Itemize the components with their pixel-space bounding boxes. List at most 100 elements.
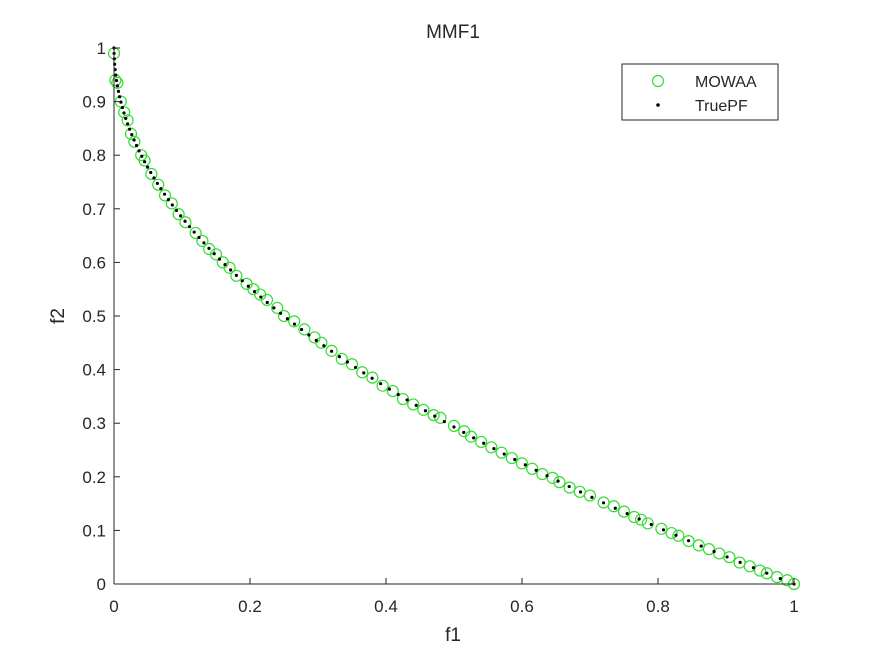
mowaa-point bbox=[628, 510, 641, 524]
truepf-point bbox=[124, 116, 128, 120]
legend-marker-truepf bbox=[656, 103, 660, 107]
mowaa-point bbox=[702, 543, 716, 556]
mowaa-point bbox=[325, 344, 338, 357]
truepf-point bbox=[337, 355, 342, 359]
x-ticks: 0 0.2 0.4 0.6 0.8 1 bbox=[109, 578, 799, 616]
mowaa-point bbox=[427, 409, 440, 422]
truepf-point bbox=[523, 463, 527, 467]
truepf-point bbox=[452, 425, 456, 429]
truepf-point bbox=[159, 187, 163, 191]
mowaa-point bbox=[583, 489, 597, 502]
mowaa-point bbox=[189, 226, 202, 240]
mowaa-point bbox=[356, 366, 369, 379]
truepf-point bbox=[387, 387, 391, 391]
truepf-point bbox=[116, 89, 121, 93]
truepf-point bbox=[130, 133, 134, 137]
truepf-point bbox=[556, 479, 560, 483]
truepf-point bbox=[751, 566, 756, 570]
y-tick-label: 0.9 bbox=[82, 93, 106, 112]
mowaa-point bbox=[128, 135, 141, 148]
y-tick-label: 0.7 bbox=[82, 200, 106, 219]
truepf-point bbox=[379, 382, 383, 386]
mowaa-point bbox=[396, 392, 410, 406]
truepf-point bbox=[170, 203, 174, 207]
truepf-point bbox=[502, 452, 506, 456]
truepf-point bbox=[778, 576, 782, 581]
mowaa-point bbox=[464, 430, 478, 443]
truepf-point bbox=[765, 571, 769, 575]
mowaa-point bbox=[505, 451, 518, 465]
truepf-point bbox=[396, 392, 400, 397]
y-axis-label: f2 bbox=[48, 308, 69, 324]
truepf-point bbox=[272, 306, 276, 310]
mowaa-point bbox=[271, 301, 284, 315]
mowaa-point bbox=[315, 336, 328, 349]
truepf-point bbox=[433, 414, 437, 418]
truepf-point bbox=[534, 468, 538, 472]
truepf-point bbox=[362, 371, 366, 375]
truepf-point bbox=[212, 252, 216, 256]
mowaa-point bbox=[682, 535, 695, 548]
truepf-point bbox=[567, 484, 571, 489]
mowaa-point bbox=[515, 457, 529, 470]
truepf-point bbox=[114, 73, 118, 77]
legend-box bbox=[621, 63, 779, 121]
truepf-point bbox=[149, 170, 153, 175]
mowaa-point bbox=[179, 216, 192, 229]
x-tick-label: 0 bbox=[109, 597, 118, 616]
y-tick-label: 0.5 bbox=[82, 307, 106, 326]
truepf-point bbox=[240, 279, 244, 283]
truepf-point bbox=[345, 360, 349, 364]
mowaa-point bbox=[417, 403, 430, 416]
truepf-point bbox=[183, 219, 187, 223]
truepf-point bbox=[162, 192, 167, 196]
truepf-point bbox=[259, 295, 263, 299]
mowaa-point bbox=[655, 522, 668, 535]
truepf-point bbox=[192, 230, 196, 234]
mowaa-point bbox=[209, 248, 223, 261]
mowaa-point bbox=[665, 526, 678, 540]
truepf-point bbox=[140, 154, 144, 158]
truepf-point bbox=[353, 365, 358, 370]
truepf-point bbox=[145, 165, 150, 169]
truepf-point bbox=[166, 197, 170, 202]
legend: MOWAA TruePF bbox=[621, 63, 779, 121]
truepf-point bbox=[122, 111, 126, 115]
truepf-point bbox=[322, 344, 326, 348]
truepf-point bbox=[314, 338, 318, 342]
mowaa-point bbox=[546, 471, 559, 484]
truepf-point bbox=[601, 501, 606, 505]
plot-markers bbox=[107, 46, 801, 591]
truepf-point bbox=[155, 181, 159, 185]
mowaa-point bbox=[781, 574, 794, 587]
x-tick-label: 0.4 bbox=[374, 597, 398, 616]
legend-label-mowaa: MOWAA bbox=[695, 74, 757, 91]
truepf-point bbox=[370, 376, 374, 380]
truepf-point bbox=[637, 517, 641, 521]
y-tick-label: 0.1 bbox=[82, 521, 106, 540]
mowaa-point bbox=[407, 398, 420, 411]
truepf-point bbox=[482, 441, 486, 445]
mowaa-point bbox=[345, 358, 359, 371]
mowaa-point bbox=[485, 441, 498, 454]
legend-marker-mowaa bbox=[651, 74, 665, 88]
mowaa-point bbox=[753, 564, 767, 577]
truepf-point bbox=[252, 290, 257, 294]
mowaa-point bbox=[298, 323, 311, 336]
truepf-point bbox=[649, 522, 653, 527]
mowaa-point bbox=[277, 309, 291, 323]
truepf-point bbox=[725, 555, 729, 559]
truepf-point bbox=[114, 78, 119, 83]
truepf-point bbox=[128, 127, 132, 131]
mowaa-point bbox=[288, 315, 301, 328]
mowaa-point bbox=[607, 500, 620, 513]
y-tick-label: 0.4 bbox=[82, 361, 106, 380]
mowaa-point bbox=[121, 114, 134, 127]
mowaa-point bbox=[563, 481, 576, 494]
truepf-point bbox=[118, 95, 122, 99]
truepf-point bbox=[125, 122, 130, 126]
mowaa-point bbox=[672, 529, 685, 542]
truepf-point bbox=[442, 419, 446, 424]
